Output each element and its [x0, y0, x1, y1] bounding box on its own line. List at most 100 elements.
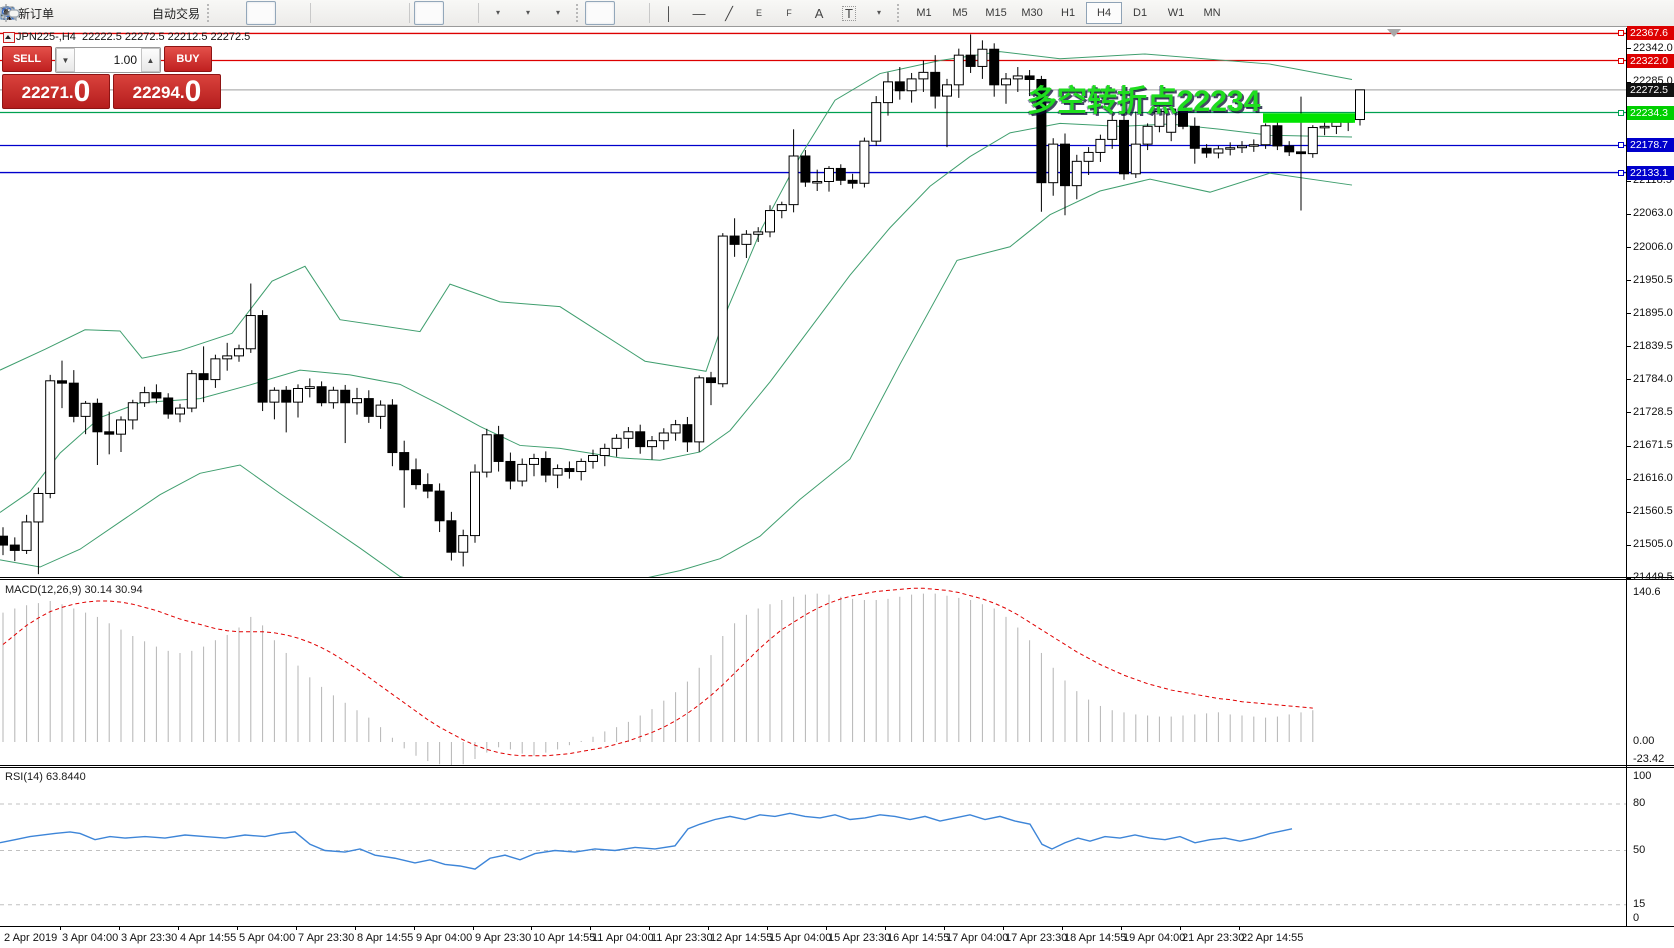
chat-icon[interactable] — [0, 5, 20, 21]
tf-m30[interactable]: M30 — [1021, 7, 1043, 19]
profiles-button[interactable] — [0, 1, 118, 25]
zoom-out-button[interactable] — [2, 1, 375, 25]
time-axis-label: 7 Apr 23:30 — [298, 932, 355, 944]
time-axis-label: 10 Apr 14:55 — [533, 932, 596, 944]
arrows-tool[interactable]: ▾ — [1, 1, 894, 25]
fibonacci-tool[interactable]: F — [1, 1, 804, 25]
candle-body — [977, 48, 988, 67]
candlestick-button[interactable] — [1, 1, 277, 25]
candle-body — [529, 457, 539, 465]
chart-collapse-icon[interactable] — [3, 32, 15, 43]
signals-button[interactable] — [0, 1, 148, 25]
toolbar-grip[interactable] — [897, 4, 903, 22]
bollinger-lower-band — [0, 172, 1353, 578]
new-order-button[interactable]: 新订单 — [1, 1, 58, 25]
candle-body — [694, 377, 705, 443]
volume-value[interactable]: 1.00 — [113, 53, 137, 67]
crosshair-button[interactable] — [1, 1, 645, 25]
candle-body — [92, 402, 103, 433]
chevron-down-icon: ▾ — [496, 8, 501, 17]
panel-separator[interactable] — [0, 765, 1674, 766]
sell-price-big-digit: 0 — [73, 75, 91, 108]
candle-body — [234, 348, 244, 357]
toolbar-grip[interactable] — [207, 4, 213, 22]
chart-annotation-text[interactable]: 多空转折点22234 — [1027, 85, 1261, 118]
volume-increase-button[interactable]: ▲ — [141, 48, 160, 72]
sell-price-button[interactable]: 22271. 0 — [2, 74, 110, 109]
buy-price-button[interactable]: 22294. 0 — [113, 74, 221, 109]
time-axis-label: 9 Apr 23:30 — [475, 932, 532, 944]
autotrading-button[interactable]: 自动交易 — [1, 1, 204, 25]
candle-body — [387, 404, 398, 454]
candle-body — [116, 419, 126, 435]
panel-separator[interactable] — [0, 577, 1674, 578]
volume-decrease-button[interactable]: ▼ — [56, 48, 75, 72]
templates-button[interactable]: ▾ — [0, 1, 573, 25]
candle-body — [21, 521, 32, 551]
candle-body — [717, 235, 728, 385]
tf-mn[interactable]: MN — [1203, 7, 1221, 19]
text-label-tool[interactable]: T — [834, 1, 864, 25]
tf-d1[interactable]: D1 — [1133, 7, 1148, 19]
tf-h1[interactable]: H1 — [1061, 7, 1076, 19]
buy-point: . — [179, 83, 185, 102]
horizontal-line-tool[interactable]: — — [684, 1, 714, 25]
tf-h4[interactable]: H4 — [1086, 2, 1123, 24]
rsi-panel-canvas[interactable] — [0, 768, 1626, 926]
candle-body — [363, 398, 374, 417]
price-level-label: 22234.3 — [1627, 105, 1674, 120]
candle-body — [540, 457, 551, 476]
candle-body — [458, 535, 469, 553]
candle-body — [470, 471, 480, 537]
vertical-line-tool[interactable]: │ — [654, 1, 684, 25]
buy-button[interactable]: BUY — [164, 46, 212, 72]
candle-body — [824, 167, 834, 182]
candle-body — [989, 48, 1000, 86]
line-chart-button[interactable] — [0, 1, 306, 25]
sell-button[interactable]: SELL — [2, 46, 52, 72]
candle-body — [293, 387, 303, 403]
price-axis-tick-label: 22006.0 — [1633, 240, 1673, 253]
price-axis-line — [1626, 28, 1627, 926]
candle-body — [835, 167, 846, 181]
new-order-label: 新订单 — [18, 6, 55, 21]
scroll-marker-triangle[interactable] — [1387, 29, 1401, 37]
toolbar-grip[interactable] — [576, 4, 582, 22]
tf-m1[interactable]: M1 — [916, 7, 932, 19]
time-axis-label: 4 Apr 14:55 — [180, 932, 237, 944]
candle-body — [788, 155, 799, 206]
main-chart-canvas[interactable] — [0, 28, 1626, 578]
periods-button[interactable]: ▾ — [1, 1, 543, 25]
tile-windows-button[interactable] — [1, 1, 405, 25]
indicators-button[interactable]: ▾ — [0, 1, 513, 25]
bar-chart-button[interactable] — [1, 1, 246, 25]
auto-scroll-button[interactable] — [1, 1, 445, 25]
candle-body — [422, 484, 433, 492]
zoom-in-button[interactable] — [2, 1, 345, 25]
time-axis-label: 17 Apr 04:00 — [946, 932, 1009, 944]
candle-body — [1189, 125, 1200, 149]
candle-body — [1060, 143, 1070, 187]
candle-body — [894, 81, 905, 92]
price-level-label: 22133.1 — [1627, 165, 1674, 180]
channel-tool[interactable]: E — [0, 1, 774, 25]
green-highlight-box[interactable] — [1263, 113, 1355, 123]
eraser-button[interactable] — [1, 1, 88, 25]
tf-w1[interactable]: W1 — [1167, 7, 1185, 19]
trendline-tool[interactable]: ╱ — [714, 1, 744, 25]
candle-body — [776, 204, 787, 212]
macd-panel-canvas[interactable] — [0, 580, 1626, 766]
panel-separator — [0, 579, 1674, 580]
tf-m5[interactable]: M5 — [952, 7, 968, 19]
chart-shift-button[interactable] — [2, 1, 474, 25]
candle-body — [906, 78, 917, 92]
macd-label: MACD(12,26,9) 30.14 30.94 — [5, 584, 143, 596]
candle-body — [930, 71, 941, 97]
tf-m15[interactable]: M15 — [985, 7, 1007, 19]
candle-body — [104, 431, 115, 435]
cursor-button[interactable] — [4, 1, 616, 25]
candle-body — [706, 377, 716, 384]
text-tool[interactable]: A — [804, 1, 834, 25]
price-level-label: 22322.0 — [1627, 53, 1674, 68]
time-axis-label: 22 Apr 14:55 — [1241, 932, 1304, 944]
